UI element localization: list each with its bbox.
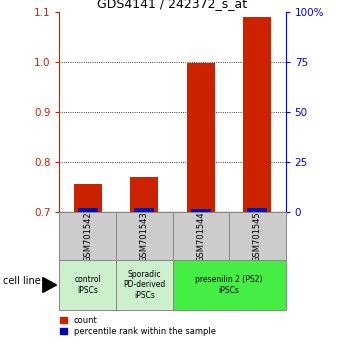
Text: GSM701542: GSM701542 <box>83 211 92 262</box>
Text: GSM701544: GSM701544 <box>196 211 205 262</box>
Title: GDS4141 / 242372_s_at: GDS4141 / 242372_s_at <box>98 0 248 10</box>
Text: cell line: cell line <box>3 276 41 286</box>
Bar <box>78 209 98 212</box>
Bar <box>248 209 267 212</box>
Bar <box>191 210 211 212</box>
Legend: count, percentile rank within the sample: count, percentile rank within the sample <box>59 314 218 337</box>
Bar <box>173 260 286 310</box>
Bar <box>243 17 271 212</box>
Bar <box>173 212 229 260</box>
Polygon shape <box>43 278 56 292</box>
Bar <box>74 184 102 212</box>
Text: control
IPSCs: control IPSCs <box>74 275 101 295</box>
Text: presenilin 2 (PS2)
iPSCs: presenilin 2 (PS2) iPSCs <box>195 275 263 295</box>
Text: Sporadic
PD-derived
iPSCs: Sporadic PD-derived iPSCs <box>123 270 166 300</box>
Bar <box>116 260 173 310</box>
Bar <box>187 63 215 212</box>
Text: GSM701545: GSM701545 <box>253 211 262 262</box>
Text: GSM701543: GSM701543 <box>140 211 149 262</box>
Bar <box>59 212 116 260</box>
Bar <box>116 212 173 260</box>
Bar <box>229 212 286 260</box>
Bar <box>59 260 116 310</box>
Bar <box>130 177 158 212</box>
Bar <box>134 209 154 212</box>
